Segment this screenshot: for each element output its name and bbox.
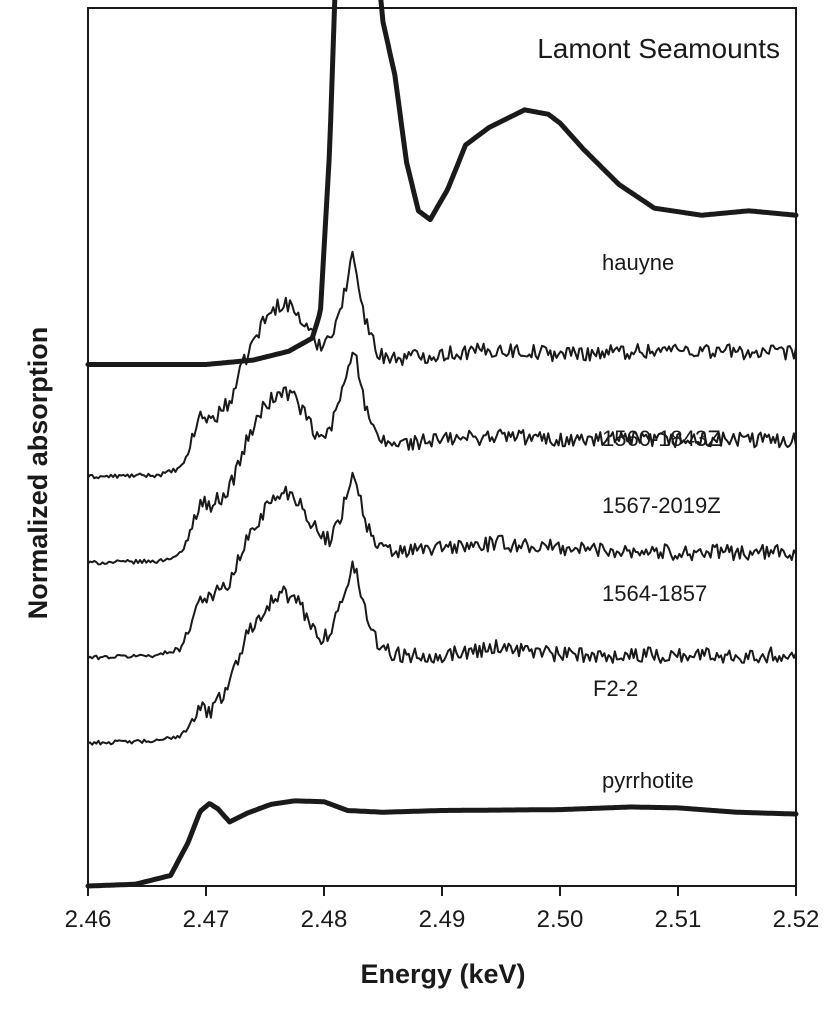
- series-line-pyrrhotite: [85, 798, 799, 889]
- series-line-f2-2: [87, 560, 797, 746]
- series-label-f2-2: F2-2: [593, 676, 638, 701]
- series-label-1567-2019z: 1567-2019Z: [602, 493, 721, 518]
- x-tick-label: 2.48: [301, 906, 348, 933]
- x-tick-label: 2.50: [537, 906, 584, 933]
- x-axis-title: Energy (keV): [360, 959, 525, 989]
- series-label-pyrrhotite: pyrrhotite: [602, 768, 694, 793]
- chart-title: Lamont Seamounts: [537, 33, 780, 64]
- x-tick-label: 2.51: [655, 906, 702, 933]
- series-layer: [85, 0, 799, 889]
- series-label-hauyne: hauyne: [602, 250, 674, 275]
- series-label-1560-1843z: 1560-1843Z: [602, 426, 721, 451]
- series-line-hauyne: [85, 0, 799, 367]
- series-line-1564-1857: [87, 471, 797, 661]
- x-tick-label: 2.46: [65, 906, 112, 933]
- series-line-1567-2019z: [87, 351, 797, 566]
- series-labels: hauyne 1560-1843Z 1567-2019Z 1564-1857 F2-2 p…: [593, 250, 721, 793]
- series-label-1564-1857: 1564-1857: [602, 581, 707, 606]
- series-line-1560-1843z: [87, 250, 797, 480]
- x-axis-ticks: 2.46 2.47 2.48 2.49 2.50 2.51 2.52: [65, 886, 820, 933]
- y-axis-title: Normalized absorption: [23, 327, 53, 620]
- x-tick-label: 2.49: [419, 906, 466, 933]
- x-tick-label: 2.52: [773, 906, 820, 933]
- x-tick-label: 2.47: [183, 906, 230, 933]
